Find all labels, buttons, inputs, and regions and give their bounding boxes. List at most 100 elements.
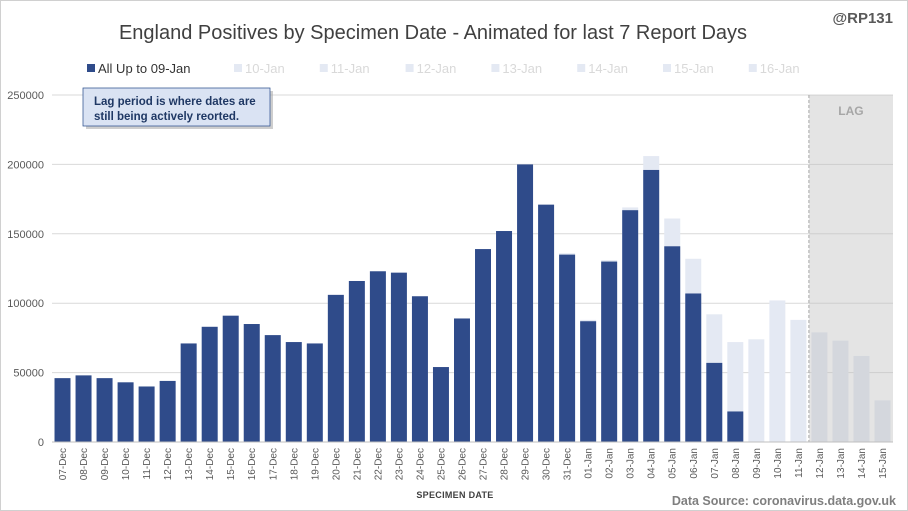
x-tick-label: 24-Dec: [415, 448, 426, 480]
lag-label: LAG: [838, 104, 863, 118]
x-tick-label: 30-Dec: [542, 448, 553, 480]
x-tick-label: 12-Jan: [815, 448, 826, 479]
legend-item-13-jan: 13-Jan: [491, 61, 542, 76]
legend-swatch: [748, 64, 757, 72]
legend-item-11-jan: 11-Jan: [319, 61, 370, 76]
chart-title: England Positives by Specimen Date - Ani…: [119, 22, 747, 44]
x-tick-label: 05-Jan: [668, 448, 679, 479]
x-tick-label: 22-Dec: [373, 448, 384, 480]
bar-16-jan-15-jan: [874, 400, 891, 442]
legend-item-12-jan: 12-Jan: [405, 61, 457, 76]
bar-all-up-to-09-jan-18-dec: [285, 342, 302, 442]
lag-note: Lag period is where dates are still bein…: [82, 87, 273, 129]
x-tick-label: 13-Jan: [836, 448, 847, 479]
x-tick-label: 03-Jan: [626, 448, 637, 479]
legend-swatch: [491, 64, 500, 72]
bar-all-up-to-09-jan-09-dec: [96, 378, 113, 442]
x-tick-label: 19-Dec: [310, 448, 321, 480]
bar-all-up-to-09-jan-31-dec: [559, 254, 576, 442]
legend-label: All Up to 09-Jan: [98, 61, 191, 76]
bar-all-up-to-09-jan-19-dec: [306, 343, 323, 442]
x-tick-label: 26-Dec: [457, 448, 468, 480]
x-tick-label: 07-Jan: [710, 448, 721, 479]
bar-all-up-to-09-jan-14-dec: [201, 326, 218, 442]
x-tick-label: 02-Jan: [605, 448, 616, 479]
bar-16-jan-10-jan: [769, 300, 786, 442]
bar-all-up-to-09-jan-23-dec: [390, 272, 407, 442]
legend-label: 13-Jan: [502, 61, 542, 76]
lag-region: [808, 95, 893, 442]
x-tick-label: 07-Dec: [58, 448, 69, 480]
x-tick-label: 29-Dec: [521, 448, 532, 480]
x-tick-label: 21-Dec: [352, 448, 363, 480]
bar-all-up-to-09-jan-26-dec: [454, 318, 470, 442]
legend-label: 14-Jan: [588, 61, 628, 76]
legend-label: 16-Jan: [760, 61, 800, 76]
y-tick-label: 150000: [7, 229, 44, 241]
legend-item-10-jan: 10-Jan: [234, 61, 285, 76]
bar-all-up-to-09-jan-15-dec: [222, 315, 239, 442]
x-tick-label: 28-Dec: [500, 448, 511, 480]
bar-all-up-to-09-jan-06-jan: [685, 293, 702, 442]
legend-swatch: [234, 64, 242, 72]
x-tick-label: 15-Dec: [226, 448, 237, 480]
bar-all-up-to-09-jan-22-dec: [369, 271, 386, 442]
x-tick-label: 20-Dec: [331, 448, 342, 480]
legend-item-15-jan: 15-Jan: [663, 61, 714, 76]
bar-all-up-to-09-jan-10-dec: [117, 382, 134, 442]
bar-all-up-to-09-jan-25-dec: [432, 367, 449, 442]
legend-item-14-jan: 14-Jan: [577, 61, 628, 76]
bar-16-jan-14-jan: [853, 355, 870, 442]
bar-all-up-to-09-jan-29-dec: [517, 164, 534, 442]
x-tick-label: 16-Dec: [247, 448, 258, 480]
legend: All Up to 09-Jan 10-Jan 11-Jan 12-Jan 13-Jan…: [87, 61, 800, 76]
x-tick-label: 04-Jan: [647, 448, 658, 479]
bar-all-up-to-09-jan-04-jan: [643, 169, 660, 442]
bar-all-up-to-09-jan-07-dec: [54, 378, 71, 442]
bar-all-up-to-09-jan-08-jan: [727, 411, 744, 442]
bar-all-up-to-09-jan-01-jan: [580, 321, 597, 442]
lag-note-box: [82, 87, 271, 127]
legend-label: 11-Jan: [331, 61, 370, 76]
y-tick-label: 50000: [13, 368, 44, 380]
x-tick-label: 01-Jan: [584, 448, 595, 479]
x-tick-label: 09-Jan: [752, 448, 763, 479]
legend-swatch: [663, 64, 671, 72]
bar-all-up-to-09-jan-13-dec: [180, 343, 197, 442]
x-tick-label: 15-Jan: [878, 448, 889, 479]
bar-all-up-to-09-jan-11-dec: [138, 386, 155, 442]
author-handle: @RP131: [833, 10, 894, 27]
bar-all-up-to-09-jan-12-dec: [159, 380, 176, 442]
bar-all-up-to-09-jan-03-jan: [622, 210, 639, 442]
lag-overlay: LAG: [808, 95, 893, 442]
bar-all-up-to-09-jan-07-jan: [706, 362, 723, 442]
legend-swatch: [577, 64, 586, 72]
x-tick-label: 11-Jan: [794, 448, 805, 478]
x-tick-label: 27-Dec: [479, 448, 490, 480]
x-tick-label: 10-Dec: [121, 448, 132, 480]
legend-label: 12-Jan: [417, 61, 457, 76]
legend-swatch: [87, 64, 95, 72]
x-tick-label: 11-Dec: [142, 448, 153, 480]
bar-all-up-to-09-jan-08-dec: [75, 375, 92, 442]
bar-all-up-to-09-jan-20-dec: [327, 294, 344, 442]
bar-all-up-to-09-jan-28-dec: [496, 231, 513, 442]
x-tick-label: 14-Jan: [857, 448, 868, 479]
legend-swatch: [405, 64, 414, 72]
bar-16-jan-11-jan: [790, 319, 807, 442]
bar-all-up-to-09-jan-24-dec: [411, 296, 428, 442]
series-all-up-to-09-jan: [54, 164, 744, 442]
legend-swatch: [319, 64, 328, 72]
bar-16-jan-09-jan: [748, 339, 765, 442]
bar-all-up-to-09-jan-02-jan: [601, 261, 618, 442]
y-tick-label: 250000: [7, 90, 44, 102]
axes: 0 50000 100000 150000 200000 250000 07-Dec 08-D…: [7, 90, 893, 480]
y-tick-label: 100000: [7, 298, 44, 310]
x-tick-label: 09-Dec: [100, 448, 111, 480]
bar-all-up-to-09-jan-05-jan: [664, 246, 681, 442]
bar-all-up-to-09-jan-30-dec: [538, 204, 555, 442]
x-tick-label: 08-Dec: [79, 448, 90, 480]
x-tick-label: 31-Dec: [563, 448, 574, 480]
